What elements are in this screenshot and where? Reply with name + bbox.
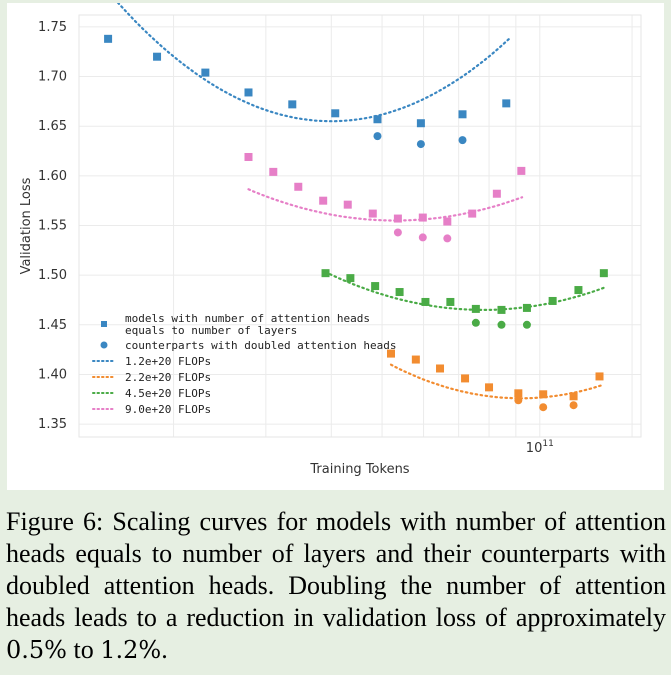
point-square [446, 297, 455, 306]
point-square [421, 297, 430, 306]
point-square [548, 296, 557, 305]
fit-curve-series-2 [389, 363, 603, 400]
legend-square-text-1: models with number of attention heads [125, 312, 370, 325]
point-square [368, 209, 377, 218]
point-circle [539, 403, 548, 412]
legend-label-series-3: 4.5e+20 FLOPs [125, 387, 211, 400]
fit-curve-series-1 [116, 3, 511, 123]
caption-text: Scaling curves for models with number of… [6, 507, 667, 632]
point-square [436, 364, 445, 373]
data-points [104, 34, 608, 412]
point-square [569, 392, 578, 401]
point-circle [569, 401, 578, 410]
point-square [321, 269, 330, 278]
point-square [371, 282, 380, 291]
scaling-chart: 1.35 1.40 1.45 1.50 1.55 1.60 1.65 1.70 1.75 101… [19, 3, 642, 477]
y-tick-label: 1.35 [38, 417, 67, 432]
point-circle [514, 396, 523, 405]
point-circle [443, 234, 452, 243]
point-square [411, 355, 420, 364]
point-square [522, 303, 531, 312]
legend-series: 1.2e+20 FLOPs 2.2e+20 FLOPs 4.5e+20 FLOPs 9… [92, 355, 211, 416]
point-square [497, 305, 506, 314]
y-tick-label: 1.75 [38, 20, 67, 35]
legend-label-series-1: 1.2e+20 FLOPs [125, 355, 211, 368]
legend-square-text-2: equals to number of layers [125, 324, 297, 337]
point-square [331, 109, 340, 118]
figure-panel: 1.35 1.40 1.45 1.50 1.55 1.60 1.65 1.70 1.75 101… [7, 3, 664, 490]
caption-value-low: 0.5% [6, 636, 67, 664]
x-axis-label: Training Tokens [309, 462, 409, 477]
point-square [485, 383, 494, 392]
point-square [514, 389, 523, 398]
legend: models with number of attention heads eq… [92, 312, 397, 416]
plot-frame [78, 14, 642, 438]
point-square [386, 349, 395, 358]
point-circle [373, 132, 382, 141]
point-circle [458, 136, 467, 145]
y-axis-label: Validation Loss [19, 177, 34, 274]
point-square [517, 166, 526, 175]
point-square [346, 274, 355, 283]
point-square [153, 52, 162, 61]
grid-lines [79, 15, 641, 437]
point-square [343, 200, 352, 209]
y-tick-label: 1.55 [38, 219, 67, 234]
point-square [443, 217, 452, 226]
caption-value-high: 1.2% [100, 636, 162, 664]
point-circle [416, 140, 425, 149]
legend-label-series-4: 9.0e+20 FLOPs [125, 403, 211, 416]
y-tick-label: 1.45 [38, 318, 67, 333]
point-square [201, 68, 210, 77]
point-square [468, 209, 477, 218]
fit-curve-series-4 [247, 188, 524, 222]
y-tick-label: 1.40 [38, 367, 67, 382]
caption-connector: to [73, 635, 94, 664]
point-square [395, 288, 404, 297]
y-tick-label: 1.50 [38, 268, 67, 283]
point-square [269, 167, 278, 176]
point-square [418, 213, 427, 222]
point-circle [522, 320, 531, 329]
point-square [244, 152, 253, 161]
legend-square-marker [101, 321, 107, 327]
figure-caption: Figure 6: Scaling curves for models with… [6, 506, 666, 666]
legend-label-series-2: 2.2e+20 FLOPs [125, 371, 211, 384]
point-square [393, 214, 402, 223]
point-circle [418, 233, 427, 242]
y-tick-label: 1.60 [38, 169, 67, 184]
point-square [319, 196, 328, 205]
point-square [502, 99, 511, 108]
fit-curves [116, 3, 606, 400]
fit-curve-series-3 [324, 271, 606, 311]
point-square [244, 88, 253, 97]
point-square [492, 189, 501, 198]
point-square [599, 269, 608, 278]
y-axis-ticks: 1.35 1.40 1.45 1.50 1.55 1.60 1.65 1.70 1.75 [38, 20, 67, 432]
point-square [104, 34, 113, 43]
point-square [288, 100, 297, 109]
x-tick-label: 1011 [526, 439, 554, 456]
caption-label: Figure 6: [6, 507, 104, 536]
caption-end: . [161, 635, 168, 664]
point-square [471, 304, 480, 313]
y-tick-label: 1.70 [38, 70, 67, 85]
point-square [595, 372, 604, 381]
legend-circle-text: counterparts with doubled attention head… [125, 339, 397, 352]
point-square [539, 390, 548, 399]
point-square [373, 115, 382, 124]
point-square [461, 374, 470, 383]
y-tick-label: 1.65 [38, 119, 67, 134]
point-square [294, 182, 303, 191]
legend-circle-marker [100, 341, 108, 349]
point-circle [393, 228, 402, 237]
point-circle [471, 318, 480, 327]
point-circle [497, 320, 506, 329]
point-square [574, 286, 583, 295]
point-square [416, 119, 425, 128]
point-square [458, 110, 467, 119]
